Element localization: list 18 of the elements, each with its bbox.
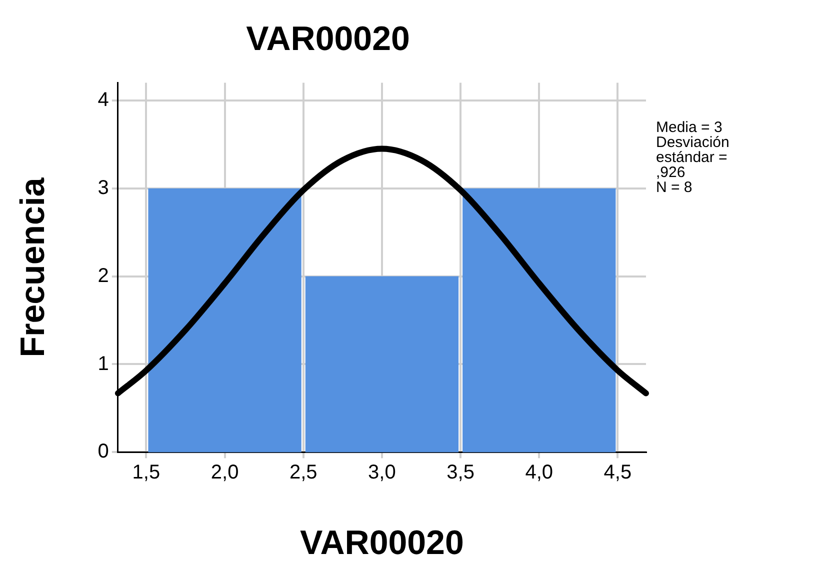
y-tick-label: 4 [98, 88, 109, 111]
text: Media = 3 [656, 119, 724, 136]
x-tick-label: 3,5 [446, 462, 474, 484]
y-tick-label: 1 [98, 352, 109, 375]
y-tick-label: 3 [98, 176, 109, 199]
y-tick-label: 2 [98, 264, 109, 287]
x-tick-label: 3,0 [368, 462, 396, 484]
y-axis-title: Frecuencia [14, 176, 52, 358]
x-tick-label: 2,5 [289, 462, 318, 484]
x-tick-label: 1,5 [132, 462, 160, 484]
x-axis-title: VAR00020 [300, 524, 464, 562]
chart-title: VAR00020 [246, 20, 410, 58]
x-tick-label: 4,0 [525, 462, 554, 484]
text: N = 8 [656, 179, 694, 196]
text: Desviación estándar = ,926 [656, 134, 730, 181]
x-tick-label: 4,5 [604, 462, 632, 484]
y-tick-label: 0 [98, 440, 109, 463]
x-tick-label: 2,0 [210, 462, 239, 484]
